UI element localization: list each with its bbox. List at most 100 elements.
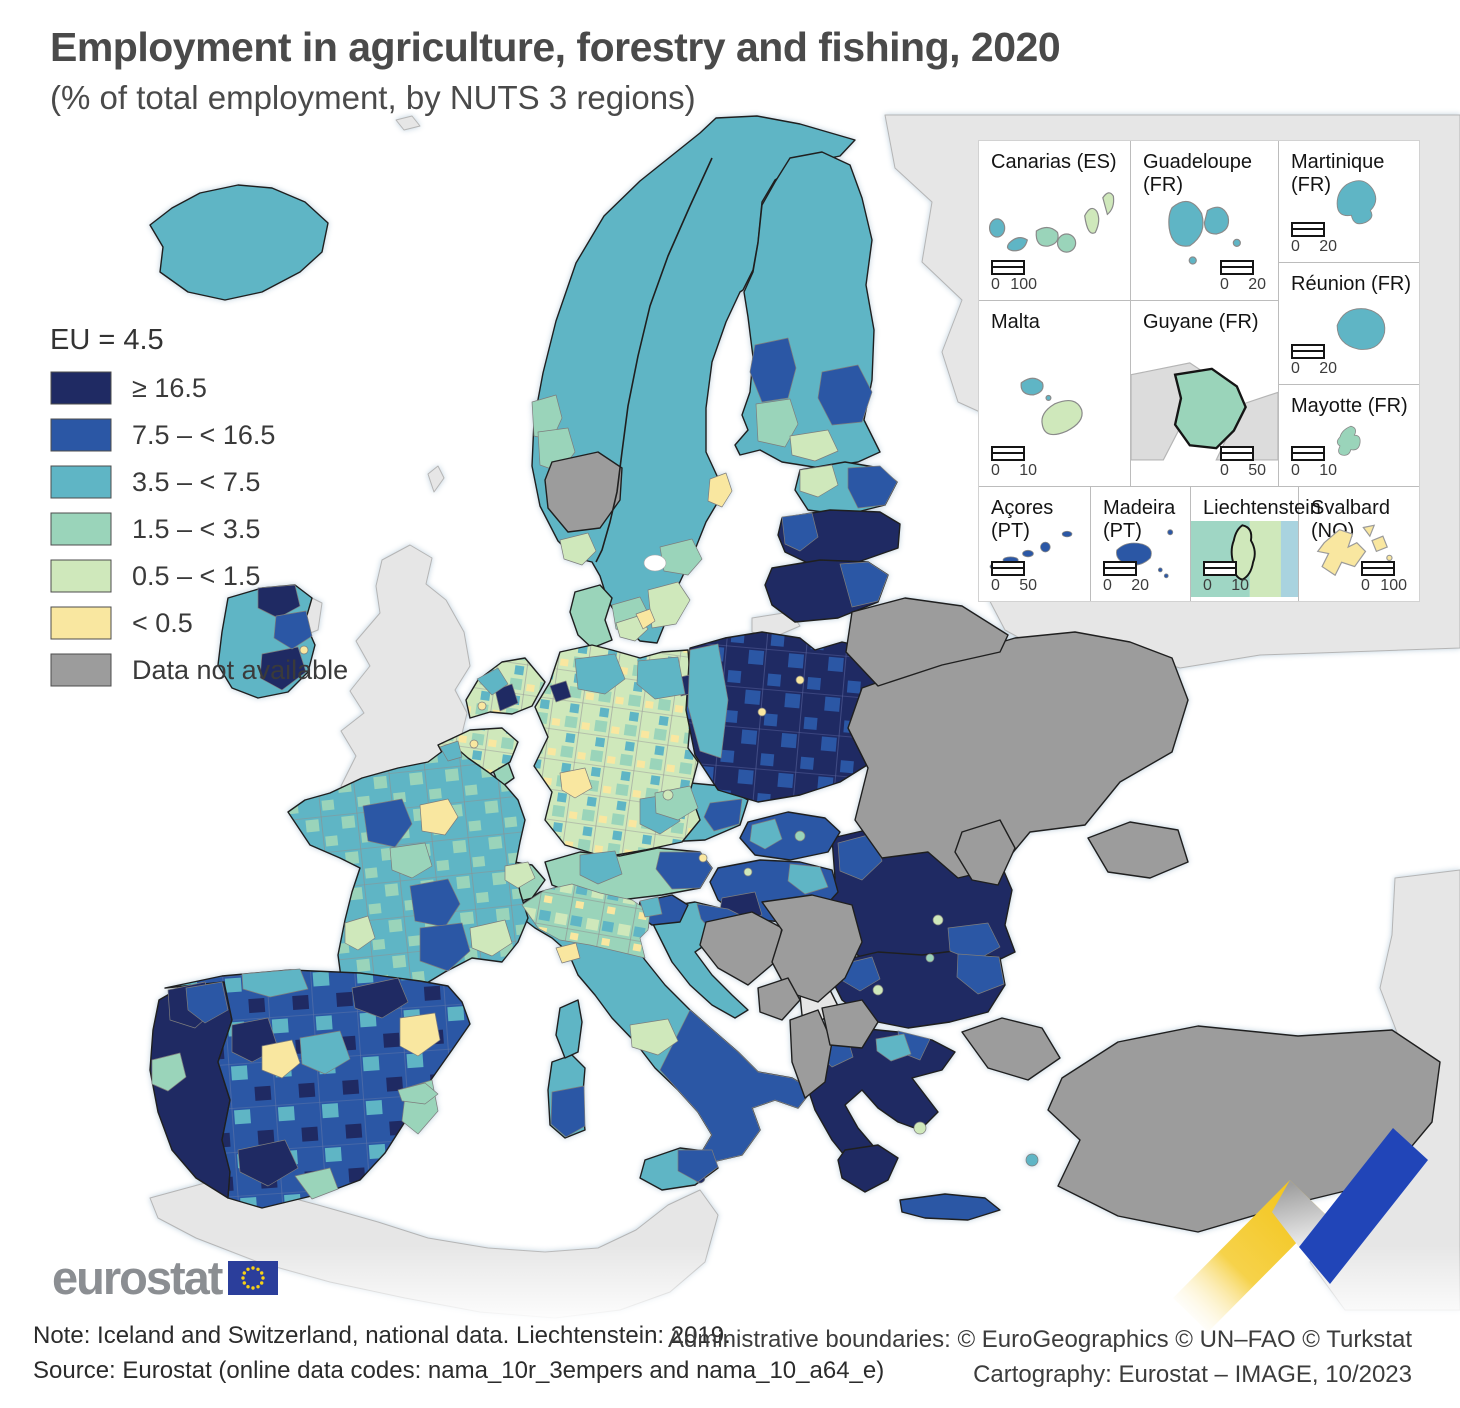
- nuts3-patch: [257, 584, 301, 619]
- country-denmark: [569, 584, 613, 649]
- inset-mayotte: Mayotte (FR) 0 10: [1279, 385, 1419, 487]
- nuts3-patch: [932, 914, 944, 926]
- legend-swatch-rect: [50, 606, 112, 640]
- inset-liechtenstein: Liechtenstein 0 10: [1191, 487, 1321, 601]
- eurostat-logo-text: eurostat: [52, 1251, 223, 1304]
- nuts3-patch: [574, 653, 626, 695]
- legend-swatch: [50, 653, 112, 687]
- scalebar-icon: [1361, 561, 1395, 576]
- eurostat-logo: eurostat: [52, 1250, 279, 1305]
- nuts3-patch: [789, 429, 839, 462]
- country-montenegro: [757, 977, 801, 1021]
- nuts3-patch: [913, 1121, 927, 1135]
- inset-title: Guadeloupe (FR): [1143, 151, 1252, 196]
- nuts3-patch: [847, 465, 898, 509]
- nuts3-patch: [299, 645, 309, 655]
- credits-block: Administrative boundaries: © EuroGeograp…: [668, 1322, 1412, 1392]
- regions-class-05-15: [344, 429, 944, 1135]
- legend-swatch: [50, 559, 112, 593]
- nuts3-patch: [469, 919, 513, 957]
- inset-scalebar: 0 10: [1203, 561, 1249, 595]
- islands-arctic: [395, 115, 421, 131]
- inset-map: [1131, 335, 1278, 482]
- nuts3-patch: [294, 1167, 339, 1200]
- nuts3-patch: [629, 1018, 679, 1056]
- inset-guadeloupe: Guadeloupe (FR) 0 20: [1131, 141, 1279, 301]
- map-legend: EU = 4.5 ≥ 16.5 7.5 – < 16.5 3.5 – < 7.5…: [50, 324, 348, 700]
- page-title: Employment in agriculture, forestry and …: [50, 24, 1061, 70]
- scale-max: 20: [1131, 577, 1149, 594]
- legend-item: 3.5 – < 7.5: [50, 465, 348, 499]
- scalebar-icon: [1103, 561, 1137, 576]
- scale-min: 0: [1291, 238, 1300, 255]
- nuts3-patch: [185, 981, 229, 1024]
- legend-swatch: [50, 606, 112, 640]
- scale-min: 0: [1220, 276, 1229, 293]
- scale-max: 10: [1319, 462, 1337, 479]
- regions-class-75-165: [185, 337, 1005, 1183]
- inset-map: [979, 175, 1130, 296]
- nuts3-patch: [872, 984, 884, 996]
- nuts3-patch: [469, 739, 479, 749]
- country-bosnia: [699, 911, 783, 986]
- guadeloupe-minimap: [1168, 200, 1241, 265]
- nuts3-patch: [839, 561, 889, 608]
- inset-canarias: Canarias (ES) 0 100: [979, 141, 1131, 301]
- inset-malta: Malta 0 10: [979, 301, 1131, 487]
- legend-eu-value: EU = 4.5: [50, 324, 164, 356]
- nuts3-patch: [389, 842, 433, 879]
- legend-swatch: [50, 512, 112, 546]
- eu-flag-stars: [241, 1265, 266, 1290]
- nuts3-patch: [757, 707, 767, 717]
- scale-max: 20: [1319, 360, 1337, 377]
- inset-title: Canarias (ES): [991, 151, 1117, 173]
- legend-swatch-rect: [50, 465, 112, 499]
- legend-swatch-rect: [50, 559, 112, 593]
- note-line: Note: Iceland and Switzerland, national …: [33, 1322, 731, 1349]
- nuts3-patch: [956, 953, 1005, 995]
- inset-reunion: Réunion (FR) 0 20: [1279, 263, 1419, 385]
- scale-min: 0: [991, 577, 1000, 594]
- nuts3-patch: [743, 867, 753, 877]
- canarias-minimap: [988, 192, 1115, 253]
- regions-class-15-35: [151, 394, 935, 1200]
- border-norway-sweden: [595, 157, 713, 563]
- country-albania: [789, 1009, 833, 1099]
- nuts3-patch: [655, 851, 713, 890]
- scale-max: 20: [1248, 276, 1266, 293]
- scale-max: 20: [1319, 238, 1337, 255]
- scalebar-icon: [1220, 260, 1254, 275]
- scalebar-icon: [991, 260, 1025, 275]
- legend-item: < 0.5: [50, 606, 348, 640]
- inset-title: Guyane (FR): [1143, 311, 1259, 333]
- inset-map: [1279, 419, 1419, 482]
- nuts3-patch: [781, 512, 819, 552]
- scalebar-icon: [1291, 446, 1325, 461]
- nuts3-patch: [635, 608, 656, 630]
- source-line: Source: Eurostat (online data codes: nam…: [33, 1357, 885, 1384]
- legend-swatch: [50, 371, 112, 405]
- mayotte-minimap: [1336, 425, 1361, 456]
- inset-scalebar: 0 10: [1291, 446, 1337, 480]
- inset-map: [1299, 521, 1419, 597]
- scalebar-icon: [1291, 222, 1325, 237]
- page-subtitle: (% of total employment, by NUTS 3 region…: [50, 79, 696, 116]
- nuts3-patch: [362, 798, 413, 848]
- nuts3-patch: [476, 667, 509, 696]
- country-ukraine: [847, 631, 1189, 879]
- nuts3-patch: [947, 922, 1001, 962]
- scalebar-icon: [1220, 446, 1254, 461]
- nuts3-patch: [409, 878, 461, 928]
- martinique-minimap: [1336, 180, 1377, 225]
- inset-scalebar: 0 50: [1220, 446, 1266, 480]
- nuts3-patch: [817, 364, 873, 426]
- inset-scalebar: 0 20: [1291, 344, 1337, 378]
- ribbon-gray-fold: [1272, 1180, 1325, 1247]
- nuts3-patch: [795, 675, 805, 685]
- liechtenstein-minimap: [1191, 521, 1298, 597]
- legend-swatch-rect: [50, 653, 112, 687]
- nuts3-patch: [397, 1082, 439, 1105]
- nuts3-patch: [550, 1085, 586, 1138]
- nuts3-patch: [261, 1039, 301, 1079]
- legend-item: Data not available: [50, 653, 348, 687]
